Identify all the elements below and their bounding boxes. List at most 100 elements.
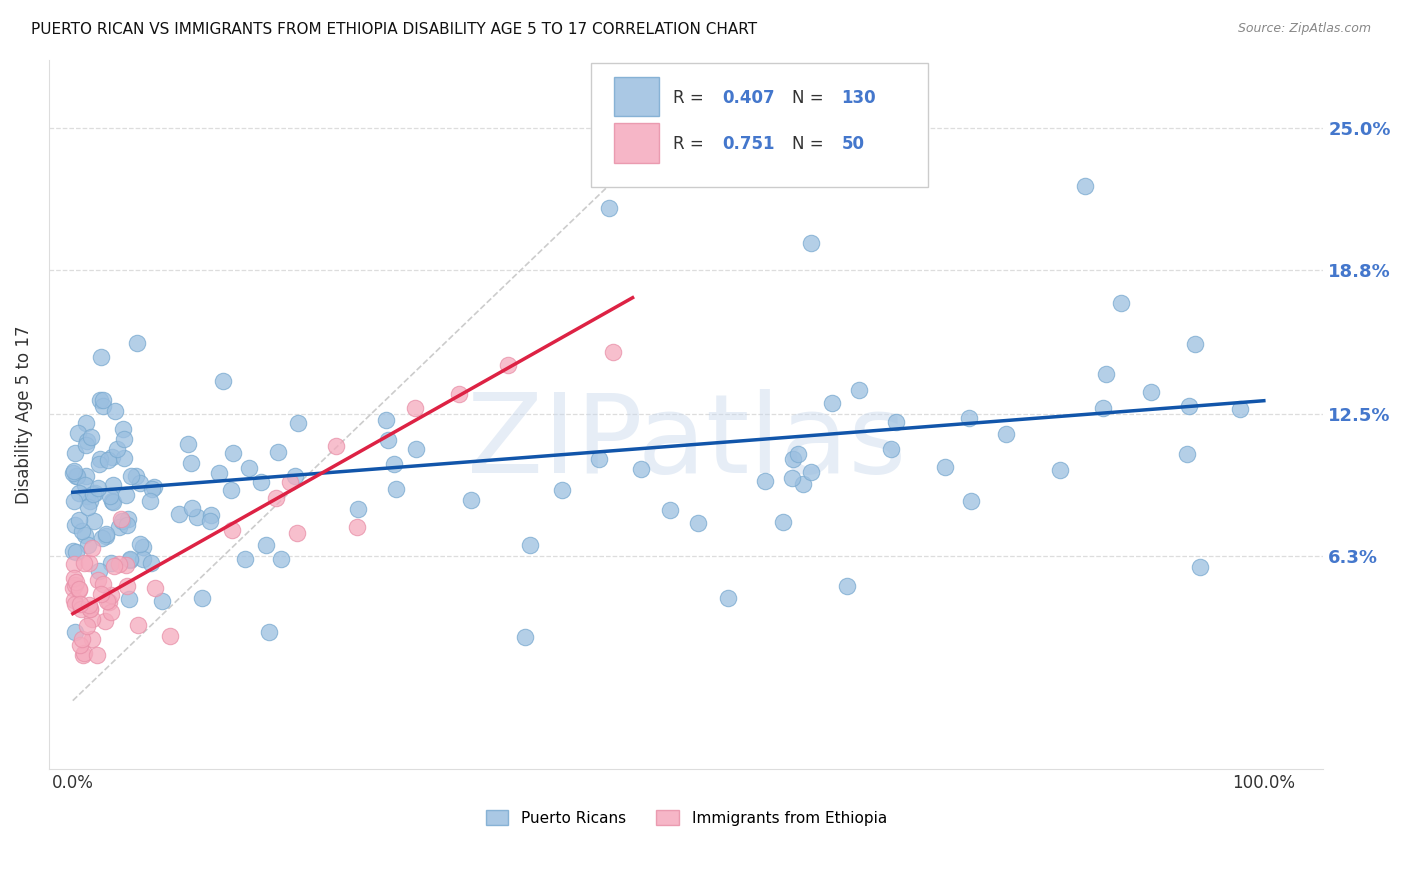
Point	[787, 447, 810, 461]
Point	[98, 489, 121, 503]
FancyBboxPatch shape	[613, 123, 659, 162]
Point	[73, 556, 96, 570]
Point	[385, 482, 408, 496]
Text: R =: R =	[673, 135, 710, 153]
Point	[80, 612, 103, 626]
Point	[267, 445, 290, 459]
Point	[96, 594, 118, 608]
Point	[221, 446, 243, 460]
Point	[101, 450, 124, 464]
Point	[127, 336, 149, 351]
Point	[1177, 399, 1199, 413]
Point	[115, 558, 138, 572]
Point	[800, 235, 823, 250]
Point	[264, 491, 287, 505]
Point	[73, 528, 96, 542]
Point	[1140, 384, 1163, 399]
Point	[62, 466, 84, 480]
Point	[80, 632, 103, 646]
Point	[101, 478, 124, 492]
Point	[186, 510, 208, 524]
Point	[94, 528, 117, 542]
Point	[112, 451, 135, 466]
Point	[1095, 367, 1118, 381]
Point	[65, 574, 87, 589]
Point	[100, 588, 122, 602]
Point	[89, 564, 111, 578]
Point	[347, 502, 370, 516]
Point	[89, 393, 111, 408]
Point	[404, 401, 426, 416]
Point	[69, 513, 91, 527]
Point	[108, 558, 131, 572]
Point	[70, 602, 93, 616]
Point	[62, 543, 84, 558]
Point	[103, 559, 125, 574]
Point	[754, 474, 776, 488]
Point	[62, 557, 84, 571]
Point	[75, 417, 97, 431]
Point	[848, 384, 870, 398]
Point	[77, 500, 100, 514]
Point	[63, 446, 86, 460]
Point	[94, 614, 117, 628]
Point	[69, 638, 91, 652]
Point	[63, 592, 86, 607]
Point	[65, 624, 87, 639]
Point	[80, 541, 103, 555]
Point	[110, 512, 132, 526]
Point	[1049, 463, 1071, 477]
Text: PUERTO RICAN VS IMMIGRANTS FROM ETHIOPIA DISABILITY AGE 5 TO 17 CORRELATION CHAR: PUERTO RICAN VS IMMIGRANTS FROM ETHIOPIA…	[31, 22, 756, 37]
Point	[259, 624, 281, 639]
Point	[139, 556, 162, 570]
Point	[73, 646, 96, 660]
Point	[77, 538, 100, 552]
Point	[76, 619, 98, 633]
Point	[112, 422, 135, 436]
Point	[270, 552, 292, 566]
Point	[1189, 560, 1212, 574]
Point	[382, 457, 405, 471]
Point	[70, 632, 93, 646]
Point	[602, 344, 624, 359]
Point	[131, 540, 153, 554]
Point	[79, 602, 101, 616]
Point	[80, 429, 103, 443]
Point	[63, 518, 86, 533]
Point	[375, 412, 398, 426]
Text: R =: R =	[673, 89, 710, 107]
Point	[960, 493, 983, 508]
Point	[115, 488, 138, 502]
Point	[176, 437, 198, 451]
Point	[447, 387, 470, 401]
Point	[91, 393, 114, 408]
Point	[76, 434, 98, 448]
Point	[221, 483, 243, 498]
Point	[800, 465, 823, 479]
Point	[79, 556, 101, 570]
Point	[69, 597, 91, 611]
Text: N =: N =	[792, 89, 828, 107]
Point	[198, 514, 221, 528]
Point	[284, 469, 307, 483]
Point	[75, 469, 97, 483]
Point	[120, 553, 142, 567]
Point	[63, 464, 86, 478]
Point	[957, 411, 980, 425]
Point	[118, 592, 141, 607]
Legend: Puerto Ricans, Immigrants from Ethiopia: Puerto Ricans, Immigrants from Ethiopia	[485, 810, 887, 825]
Point	[117, 512, 139, 526]
Point	[285, 525, 308, 540]
Point	[254, 538, 277, 552]
Text: 50: 50	[842, 135, 865, 153]
Point	[630, 462, 652, 476]
Point	[120, 552, 142, 566]
Point	[405, 442, 427, 456]
Point	[233, 552, 256, 566]
Point	[1074, 178, 1097, 193]
Point	[77, 598, 100, 612]
Point	[115, 579, 138, 593]
Point	[129, 476, 152, 491]
Point	[97, 594, 120, 608]
Point	[180, 456, 202, 470]
